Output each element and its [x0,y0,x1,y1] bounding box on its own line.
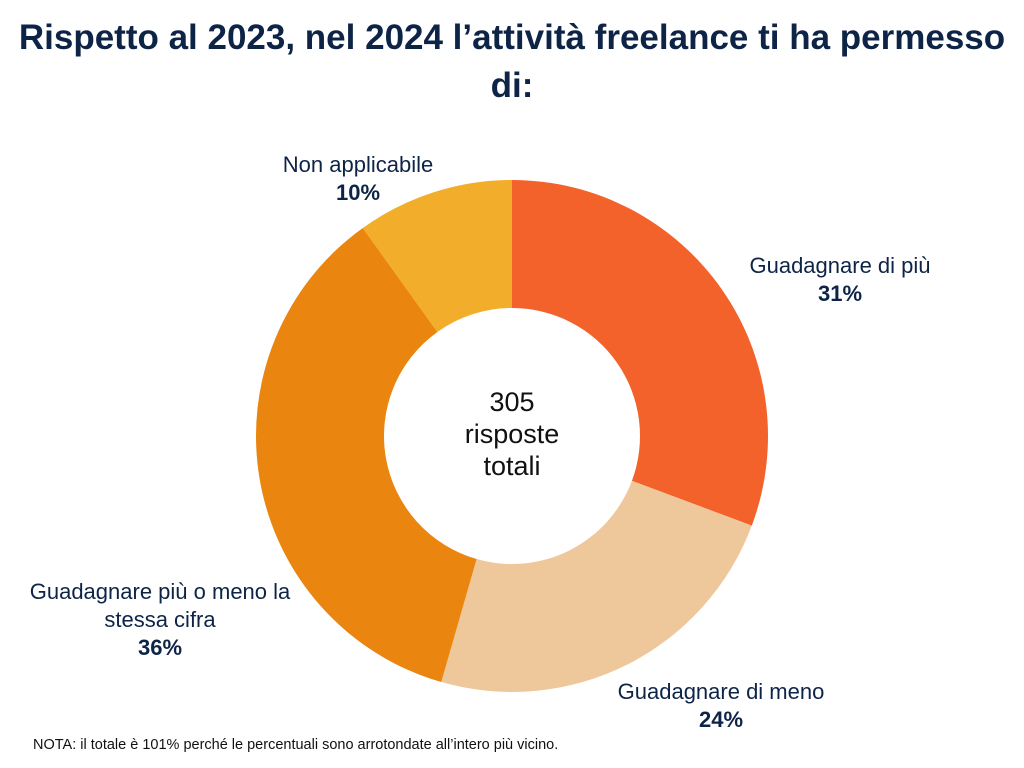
footnote: NOTA: il totale è 101% perché le percent… [33,737,559,753]
category-label: Guadagnare di meno [617,679,825,704]
center-label: 305 risposte totali [412,386,612,482]
value-label: 24% [698,707,744,732]
donut-slice-2 [441,480,752,692]
chart-title: Rispetto al 2023, nel 2024 l’attività fr… [18,18,1006,105]
donut-slice-3 [255,227,477,683]
category-label: Guadagnare più o meno la stessa cifra [29,579,291,632]
center-line-2: risposte [464,419,560,449]
donut-slice-1 [512,180,769,526]
center-line-3: totali [483,451,541,481]
category-label: Non applicabile [282,152,434,177]
label-non-applicabile: Non applicabile 10% [248,151,468,207]
center-total: 305 [489,387,535,417]
value-label: 36% [137,635,183,660]
category-label: Guadagnare di più [749,253,931,278]
label-stessa-cifra: Guadagnare più o meno la stessa cifra 36… [20,578,300,662]
donut-slice-4 [362,180,512,332]
value-label: 31% [817,281,863,306]
label-guadagnare-di-piu: Guadagnare di più 31% [720,252,960,308]
label-guadagnare-di-meno: Guadagnare di meno 24% [586,678,856,734]
value-label: 10% [335,180,381,205]
